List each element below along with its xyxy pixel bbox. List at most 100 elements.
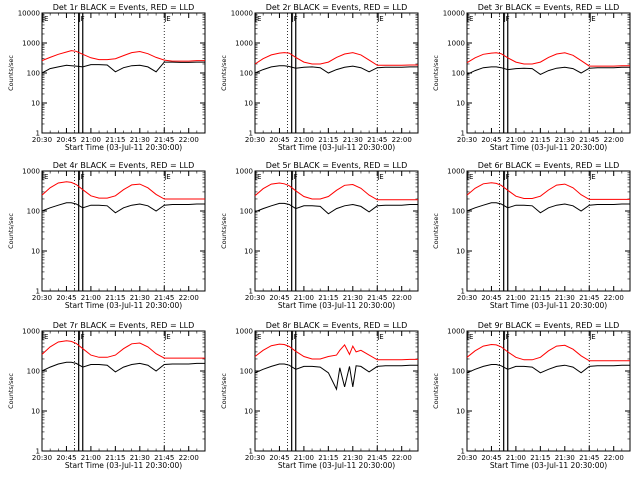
plot-frame [41, 12, 206, 134]
panel-title: Det 5r BLACK = Events, RED = LLD [266, 161, 408, 170]
annotation-label: E [257, 173, 261, 181]
series-line-lld [254, 182, 418, 201]
y-tick-label: 1 [249, 448, 253, 456]
annotation-label: F [81, 173, 85, 181]
y-tick-label: 10000 [231, 10, 253, 18]
x-axis-label: Start Time (03-Jul-11 20:30:00) [278, 143, 395, 152]
x-tick-label: 22:00 [604, 136, 624, 144]
y-tick-label: 10 [31, 100, 40, 108]
annotation-label: E [591, 173, 595, 181]
x-tick-label: 21:45 [154, 454, 174, 462]
annotation-label: F [506, 333, 510, 341]
panel-title: Det 2r BLACK = Events, RED = LLD [266, 3, 408, 12]
annotation-label: E [44, 333, 48, 341]
panel-title: Det 6r BLACK = Events, RED = LLD [478, 161, 620, 170]
y-axis-label: Counts/sec [220, 213, 228, 249]
plot-frame [466, 170, 631, 292]
x-tick-label: 21:15 [318, 454, 338, 462]
series-line-events [254, 65, 418, 74]
series-line-lld [41, 181, 205, 200]
panel-title: Det 7r BLACK = Events, RED = LLD [53, 321, 195, 330]
x-tick-label: 22:00 [179, 136, 199, 144]
x-tick-label: 20:45 [269, 136, 289, 144]
series-line-events [466, 364, 630, 374]
y-axis-label: Counts/sec [220, 373, 228, 409]
x-tick-label: 21:45 [579, 136, 599, 144]
x-tick-label: 20:30 [245, 454, 265, 462]
annotation-label: E [379, 173, 383, 181]
y-tick-label: 100 [452, 368, 465, 376]
annotation-label: F [506, 173, 510, 181]
x-tick-label: 20:30 [457, 136, 477, 144]
x-tick-label: 20:30 [32, 294, 52, 302]
y-tick-label: 10 [244, 100, 253, 108]
x-tick-label: 20:45 [56, 454, 76, 462]
x-tick-label: 21:45 [367, 294, 387, 302]
y-tick-label: 1 [36, 130, 40, 138]
x-tick-label: 21:15 [105, 294, 125, 302]
x-tick-label: 22:00 [392, 454, 412, 462]
series-line-lld [466, 182, 630, 200]
y-axis-label: Counts/sec [7, 213, 15, 249]
annotation-label: E [44, 15, 48, 23]
plot-frame [41, 170, 206, 292]
y-tick-label: 100 [452, 70, 465, 78]
y-tick-label: 1 [461, 130, 465, 138]
x-tick-label: 21:00 [81, 294, 101, 302]
y-axis-label: Counts/sec [432, 55, 440, 91]
series-line-lld [254, 52, 418, 66]
annotation-label: E [257, 333, 261, 341]
x-tick-label: 21:15 [318, 294, 338, 302]
x-axis-label: Start Time (03-Jul-11 20:30:00) [490, 143, 607, 152]
x-tick-label: 20:45 [481, 454, 501, 462]
y-tick-label: 100 [240, 208, 253, 216]
panel-title: Det 3r BLACK = Events, RED = LLD [478, 3, 620, 12]
x-tick-label: 21:30 [555, 454, 575, 462]
x-tick-label: 21:15 [318, 136, 338, 144]
panel-8: Det 8r BLACK = Events, RED = LLD 1 10 100 10… [220, 321, 419, 470]
y-tick-label: 100 [27, 70, 40, 78]
panel-9: Det 9r BLACK = Events, RED = LLD 1 10 100 10… [432, 321, 631, 470]
x-tick-label: 21:30 [130, 454, 150, 462]
x-tick-label: 21:15 [105, 454, 125, 462]
x-tick-label: 20:45 [269, 454, 289, 462]
x-tick-label: 20:45 [481, 136, 501, 144]
y-tick-label: 1000 [447, 168, 465, 176]
y-tick-label: 100 [240, 368, 253, 376]
x-tick-label: 21:30 [130, 294, 150, 302]
y-tick-label: 1 [249, 130, 253, 138]
y-tick-label: 1000 [235, 168, 253, 176]
y-tick-label: 10 [456, 248, 465, 256]
x-axis-label: Start Time (03-Jul-11 20:30:00) [65, 461, 182, 470]
x-tick-label: 21:45 [154, 136, 174, 144]
x-tick-label: 21:00 [294, 454, 314, 462]
series-line-lld [254, 343, 418, 361]
annotation-label: E [379, 15, 383, 23]
panel-6: Det 6r BLACK = Events, RED = LLD 1 10 100 10… [432, 161, 631, 310]
annotation-label: E [166, 173, 170, 181]
y-tick-label: 10 [31, 248, 40, 256]
y-tick-label: 10 [456, 408, 465, 416]
panel-title: Det 9r BLACK = Events, RED = LLD [478, 321, 620, 330]
x-tick-label: 21:30 [343, 136, 363, 144]
x-tick-label: 21:00 [294, 136, 314, 144]
x-axis-label: Start Time (03-Jul-11 20:30:00) [490, 461, 607, 470]
x-tick-label: 21:15 [530, 294, 550, 302]
series-line-events [41, 61, 205, 74]
panel-1: Det 1r BLACK = Events, RED = LLD 1 10 100 10… [7, 3, 206, 152]
x-tick-label: 20:30 [457, 294, 477, 302]
y-tick-label: 1000 [447, 40, 465, 48]
panel-2: Det 2r BLACK = Events, RED = LLD 1 10 100 10… [220, 3, 419, 152]
y-tick-label: 1 [461, 448, 465, 456]
annotation-label: F [506, 15, 510, 23]
y-tick-label: 100 [27, 208, 40, 216]
annotation-label: E [469, 333, 473, 341]
x-tick-label: 21:00 [506, 294, 526, 302]
plot-frame [254, 170, 419, 292]
panel-title: Det 4r BLACK = Events, RED = LLD [53, 161, 195, 170]
x-axis-label: Start Time (03-Jul-11 20:30:00) [65, 301, 182, 310]
x-tick-label: 21:15 [105, 136, 125, 144]
y-tick-label: 10000 [18, 10, 40, 18]
